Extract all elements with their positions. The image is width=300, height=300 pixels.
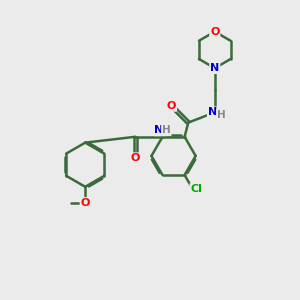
Text: N: N bbox=[208, 107, 217, 117]
Text: O: O bbox=[80, 198, 90, 208]
Text: N: N bbox=[154, 125, 164, 135]
Text: O: O bbox=[167, 101, 176, 111]
Text: H: H bbox=[217, 110, 226, 120]
Text: O: O bbox=[210, 27, 220, 37]
Text: N: N bbox=[210, 63, 219, 73]
Text: O: O bbox=[131, 153, 140, 163]
Text: Cl: Cl bbox=[190, 184, 202, 194]
Text: H: H bbox=[162, 125, 171, 135]
